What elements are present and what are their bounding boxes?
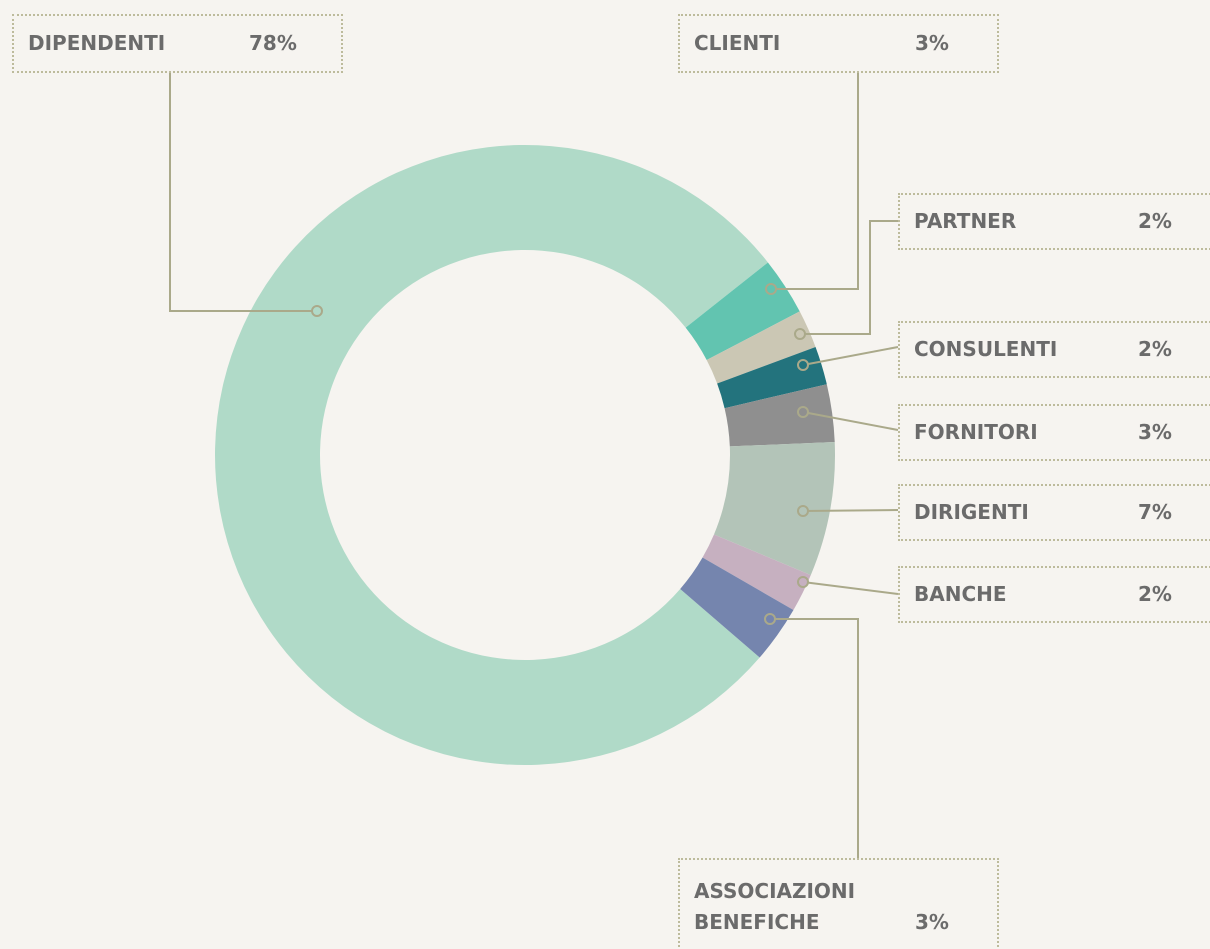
value-label: 2% [1138,209,1172,233]
leader-line [771,72,859,290]
donut-slice [702,534,811,610]
leader-dot [797,576,809,588]
donut-slice [214,144,768,766]
callout-row: DIPENDENTI 78% [28,28,297,59]
leader-dot [797,359,809,371]
leader-dot [311,305,323,317]
leader-dot [794,328,806,340]
leader-dot [797,406,809,418]
leader-line [800,220,898,335]
donut-slice [680,557,794,658]
callout: CONSULENTI 2% [898,321,1210,378]
leader-dot [765,283,777,295]
callout-row: BANCHE 2% [914,579,1172,610]
callout: BANCHE 2% [898,566,1210,623]
category-label: PARTNER [914,209,1017,233]
leader-line [802,411,899,431]
callout: PARTNER 2% [898,193,1210,250]
category-label: FORNITORI [914,420,1038,444]
value-label: 2% [1138,582,1172,606]
callout: ASSOCIAZIONI BENEFICHE 3% [678,858,999,949]
callout: DIRIGENTI 7% [898,484,1210,541]
category-label: DIRIGENTI [914,500,1029,524]
value-label: 3% [1138,420,1172,444]
donut-slice [713,442,835,576]
leader-dot [797,505,809,517]
callout-row: FORNITORI 3% [914,417,1172,448]
leader-line [770,618,859,858]
callout: CLIENTI 3% [678,14,999,73]
donut-slice [724,384,835,447]
value-label: 7% [1138,500,1172,524]
leader-line [802,581,899,595]
leader-line [802,346,899,366]
category-label: BANCHE [914,582,1007,606]
donut-slice [706,311,816,384]
callout: DIPENDENTI 78% [12,14,343,73]
leader-line [169,72,317,312]
category-label: DIPENDENTI [28,31,166,55]
category-label: CONSULENTI [914,337,1058,361]
callout-row: CLIENTI 3% [694,28,949,59]
value-label: 78% [249,31,297,55]
callout-row: DIRIGENTI 7% [914,497,1172,528]
value-label: 3% [915,31,949,55]
callout-row: PARTNER 2% [914,206,1172,237]
category-label: ASSOCIAZIONI BENEFICHE [694,879,856,934]
value-label: 3% [915,910,949,934]
leader-dot [764,613,776,625]
callout-row: CONSULENTI 2% [914,334,1172,365]
value-label: 2% [1138,337,1172,361]
category-label: CLIENTI [694,31,781,55]
callout: FORNITORI 3% [898,404,1210,461]
callout-row: ASSOCIAZIONI BENEFICHE 3% [694,876,949,938]
leader-line [802,509,899,512]
